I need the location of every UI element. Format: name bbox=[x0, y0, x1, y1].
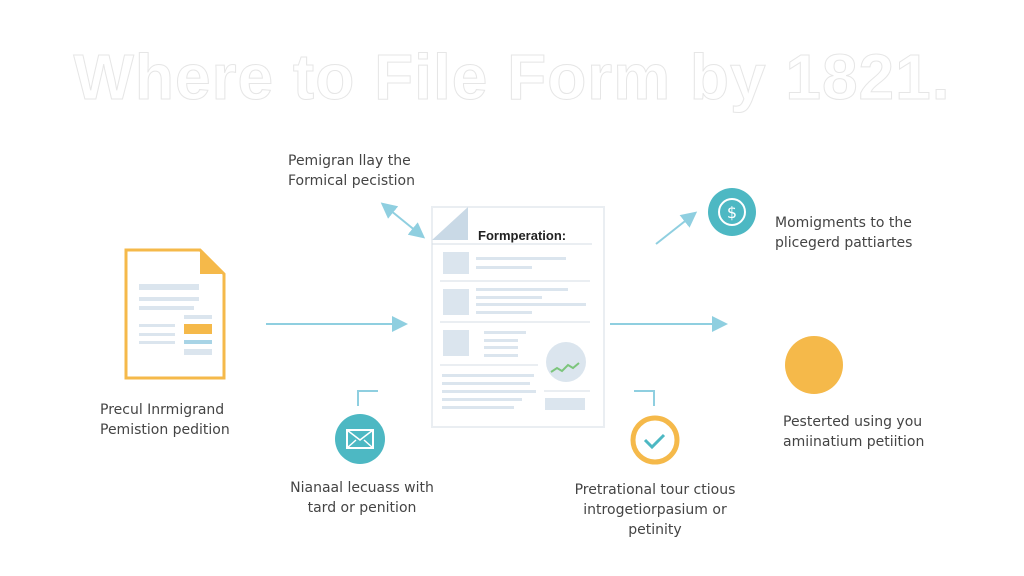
envelope-icon bbox=[335, 414, 385, 464]
orange-circle-icon bbox=[785, 336, 843, 394]
form-document bbox=[431, 206, 605, 428]
document-heading: Formperation: bbox=[478, 228, 567, 243]
label-left: Precul Inrmigrand Pemistion pedition bbox=[100, 402, 230, 438]
label-bottom-left: Nianaal lecuass with tard or penition bbox=[290, 480, 434, 516]
arrow-top-right bbox=[655, 211, 698, 245]
svg-text:$: $ bbox=[727, 203, 737, 222]
arrow-top bbox=[380, 202, 426, 239]
label-bottom-center: Pretrational tour ctious introgetiorpasi… bbox=[574, 482, 736, 538]
dollar-icon: $ bbox=[708, 188, 756, 236]
label-top-right: Momigments to the plicegerd pattiartes bbox=[775, 215, 913, 251]
checkmark-icon bbox=[630, 415, 680, 465]
title: Where to File Form by 1821. bbox=[73, 41, 951, 114]
label-top: Pemigran llay the Formical pecistion bbox=[288, 153, 415, 189]
document-icon bbox=[124, 248, 226, 380]
label-right: Pesterted using you amiinatium petiition bbox=[783, 414, 925, 450]
